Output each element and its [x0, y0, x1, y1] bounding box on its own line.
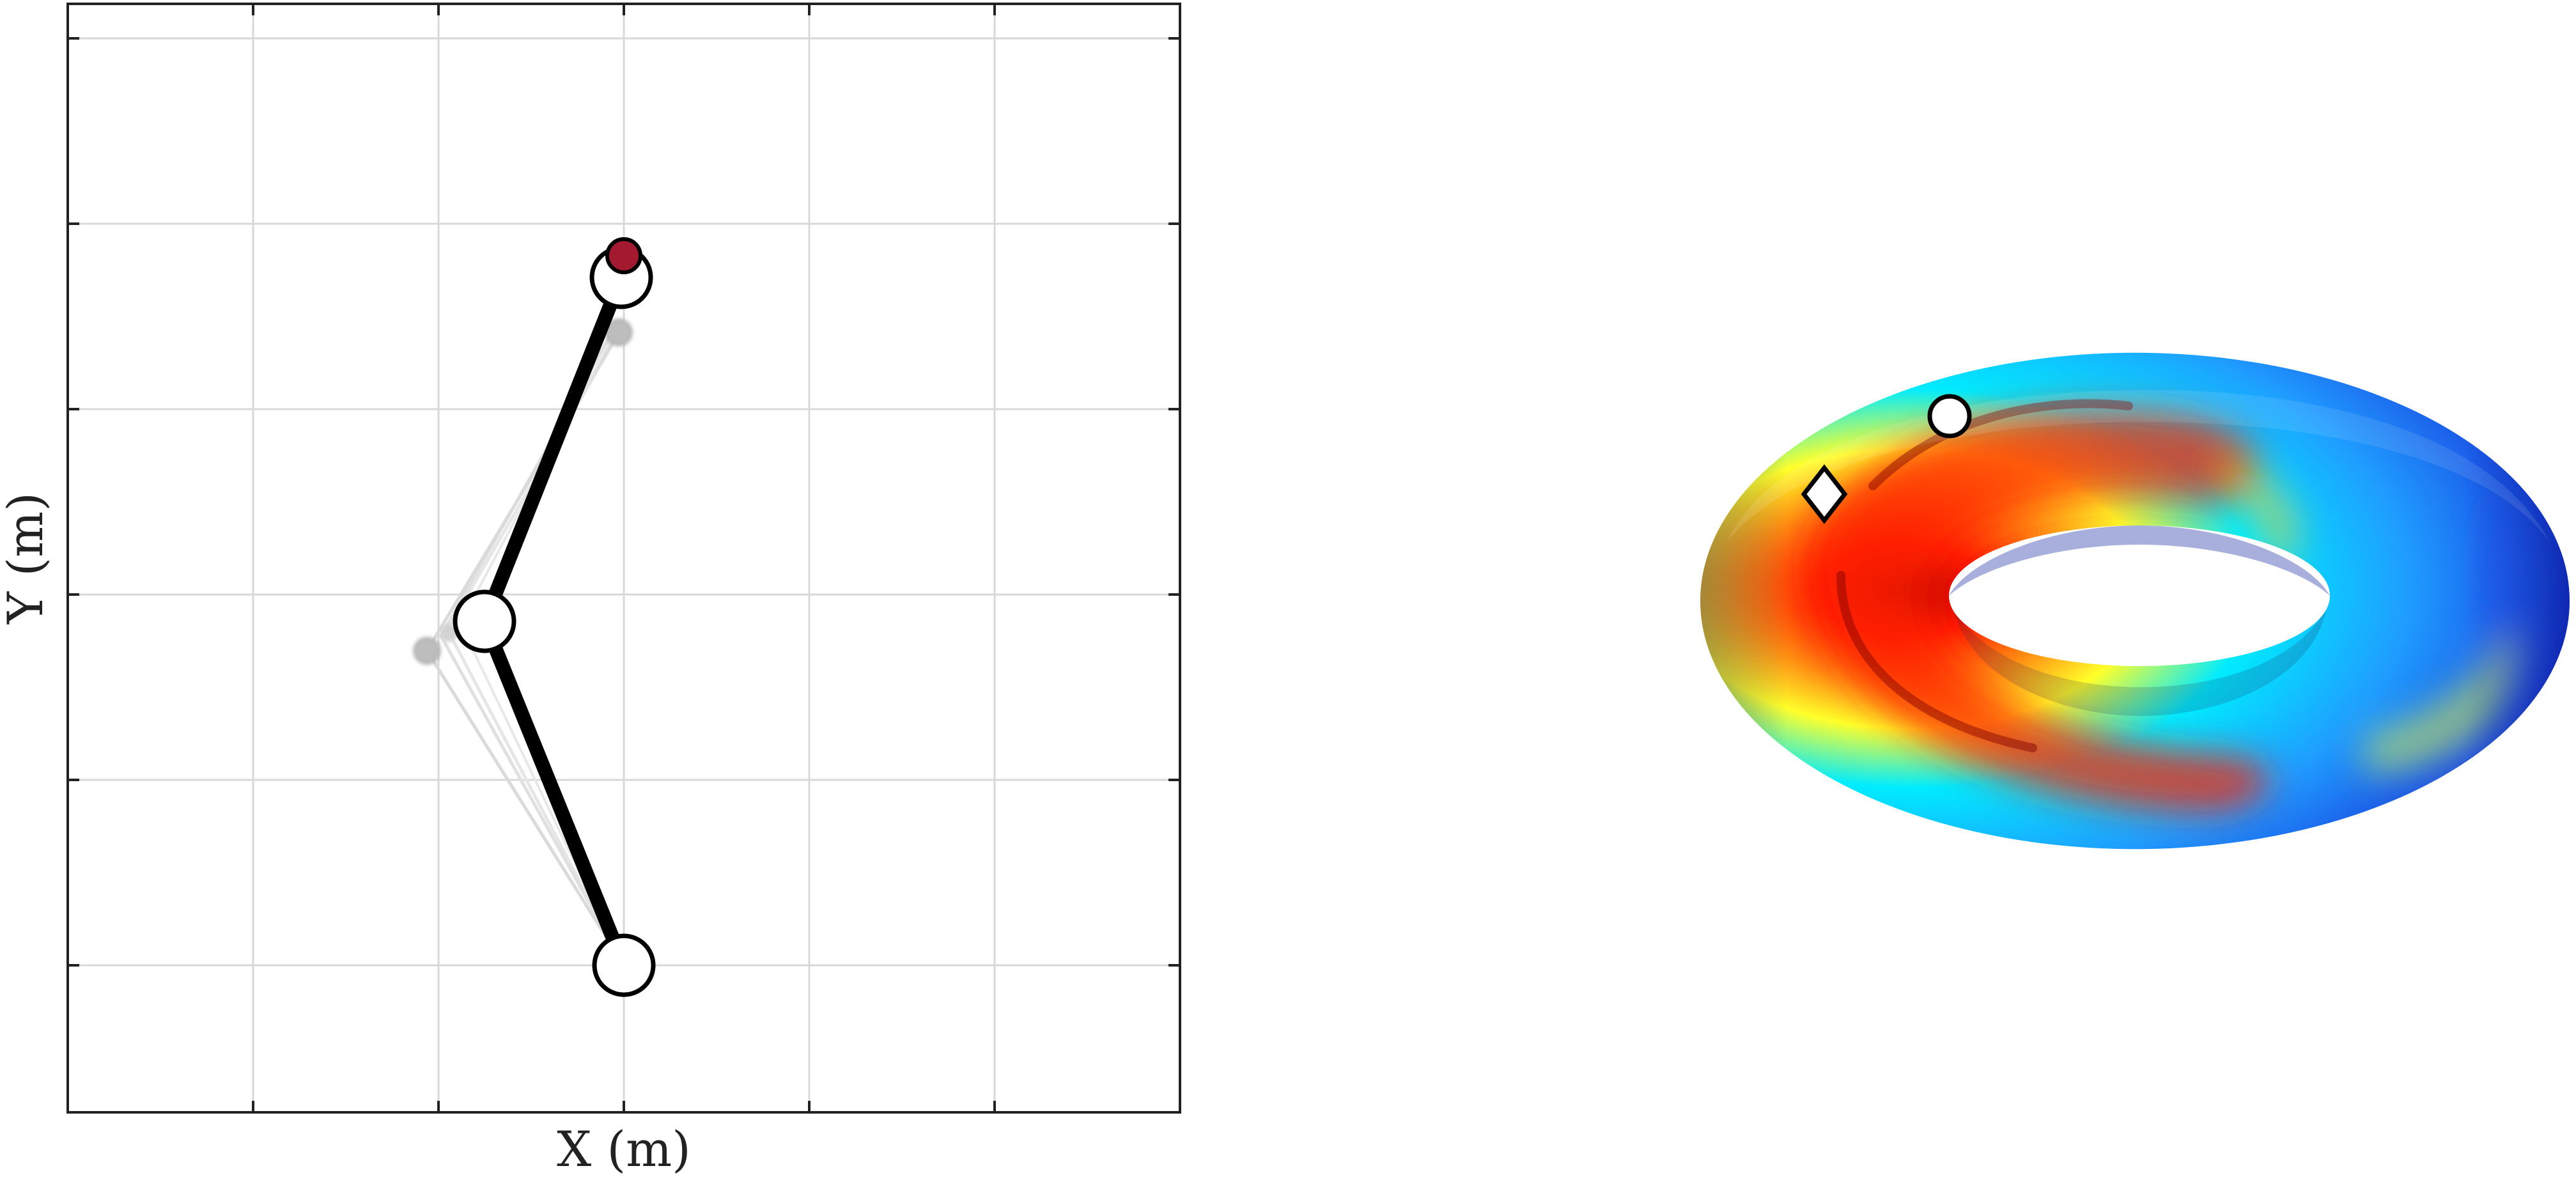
robot-arm — [453, 237, 656, 997]
plot-grid — [68, 4, 1180, 1112]
torus-panel — [1700, 352, 2570, 850]
circle-marker-icon — [1927, 394, 1972, 439]
target-point-icon — [605, 237, 642, 274]
arm-link-upper — [477, 270, 628, 628]
ghost-joint-icon — [413, 637, 441, 665]
arm-link-lower — [477, 614, 631, 972]
torus-hole — [1949, 525, 2330, 666]
torus-inner-rim — [1949, 525, 2330, 596]
axis-ticks — [68, 4, 1180, 1112]
arm-plot-panel: X (m) Y (m) — [0, 3, 1181, 1178]
x-axis-label: X (m) — [557, 1121, 691, 1178]
ghost-arm-configurations — [413, 318, 633, 967]
ghost-joint-icon — [440, 624, 458, 642]
y-axis-label: Y (m) — [0, 492, 54, 625]
diamond-marker-icon — [1801, 464, 1848, 524]
joint-icon — [592, 933, 656, 997]
joint-icon — [453, 589, 516, 653]
